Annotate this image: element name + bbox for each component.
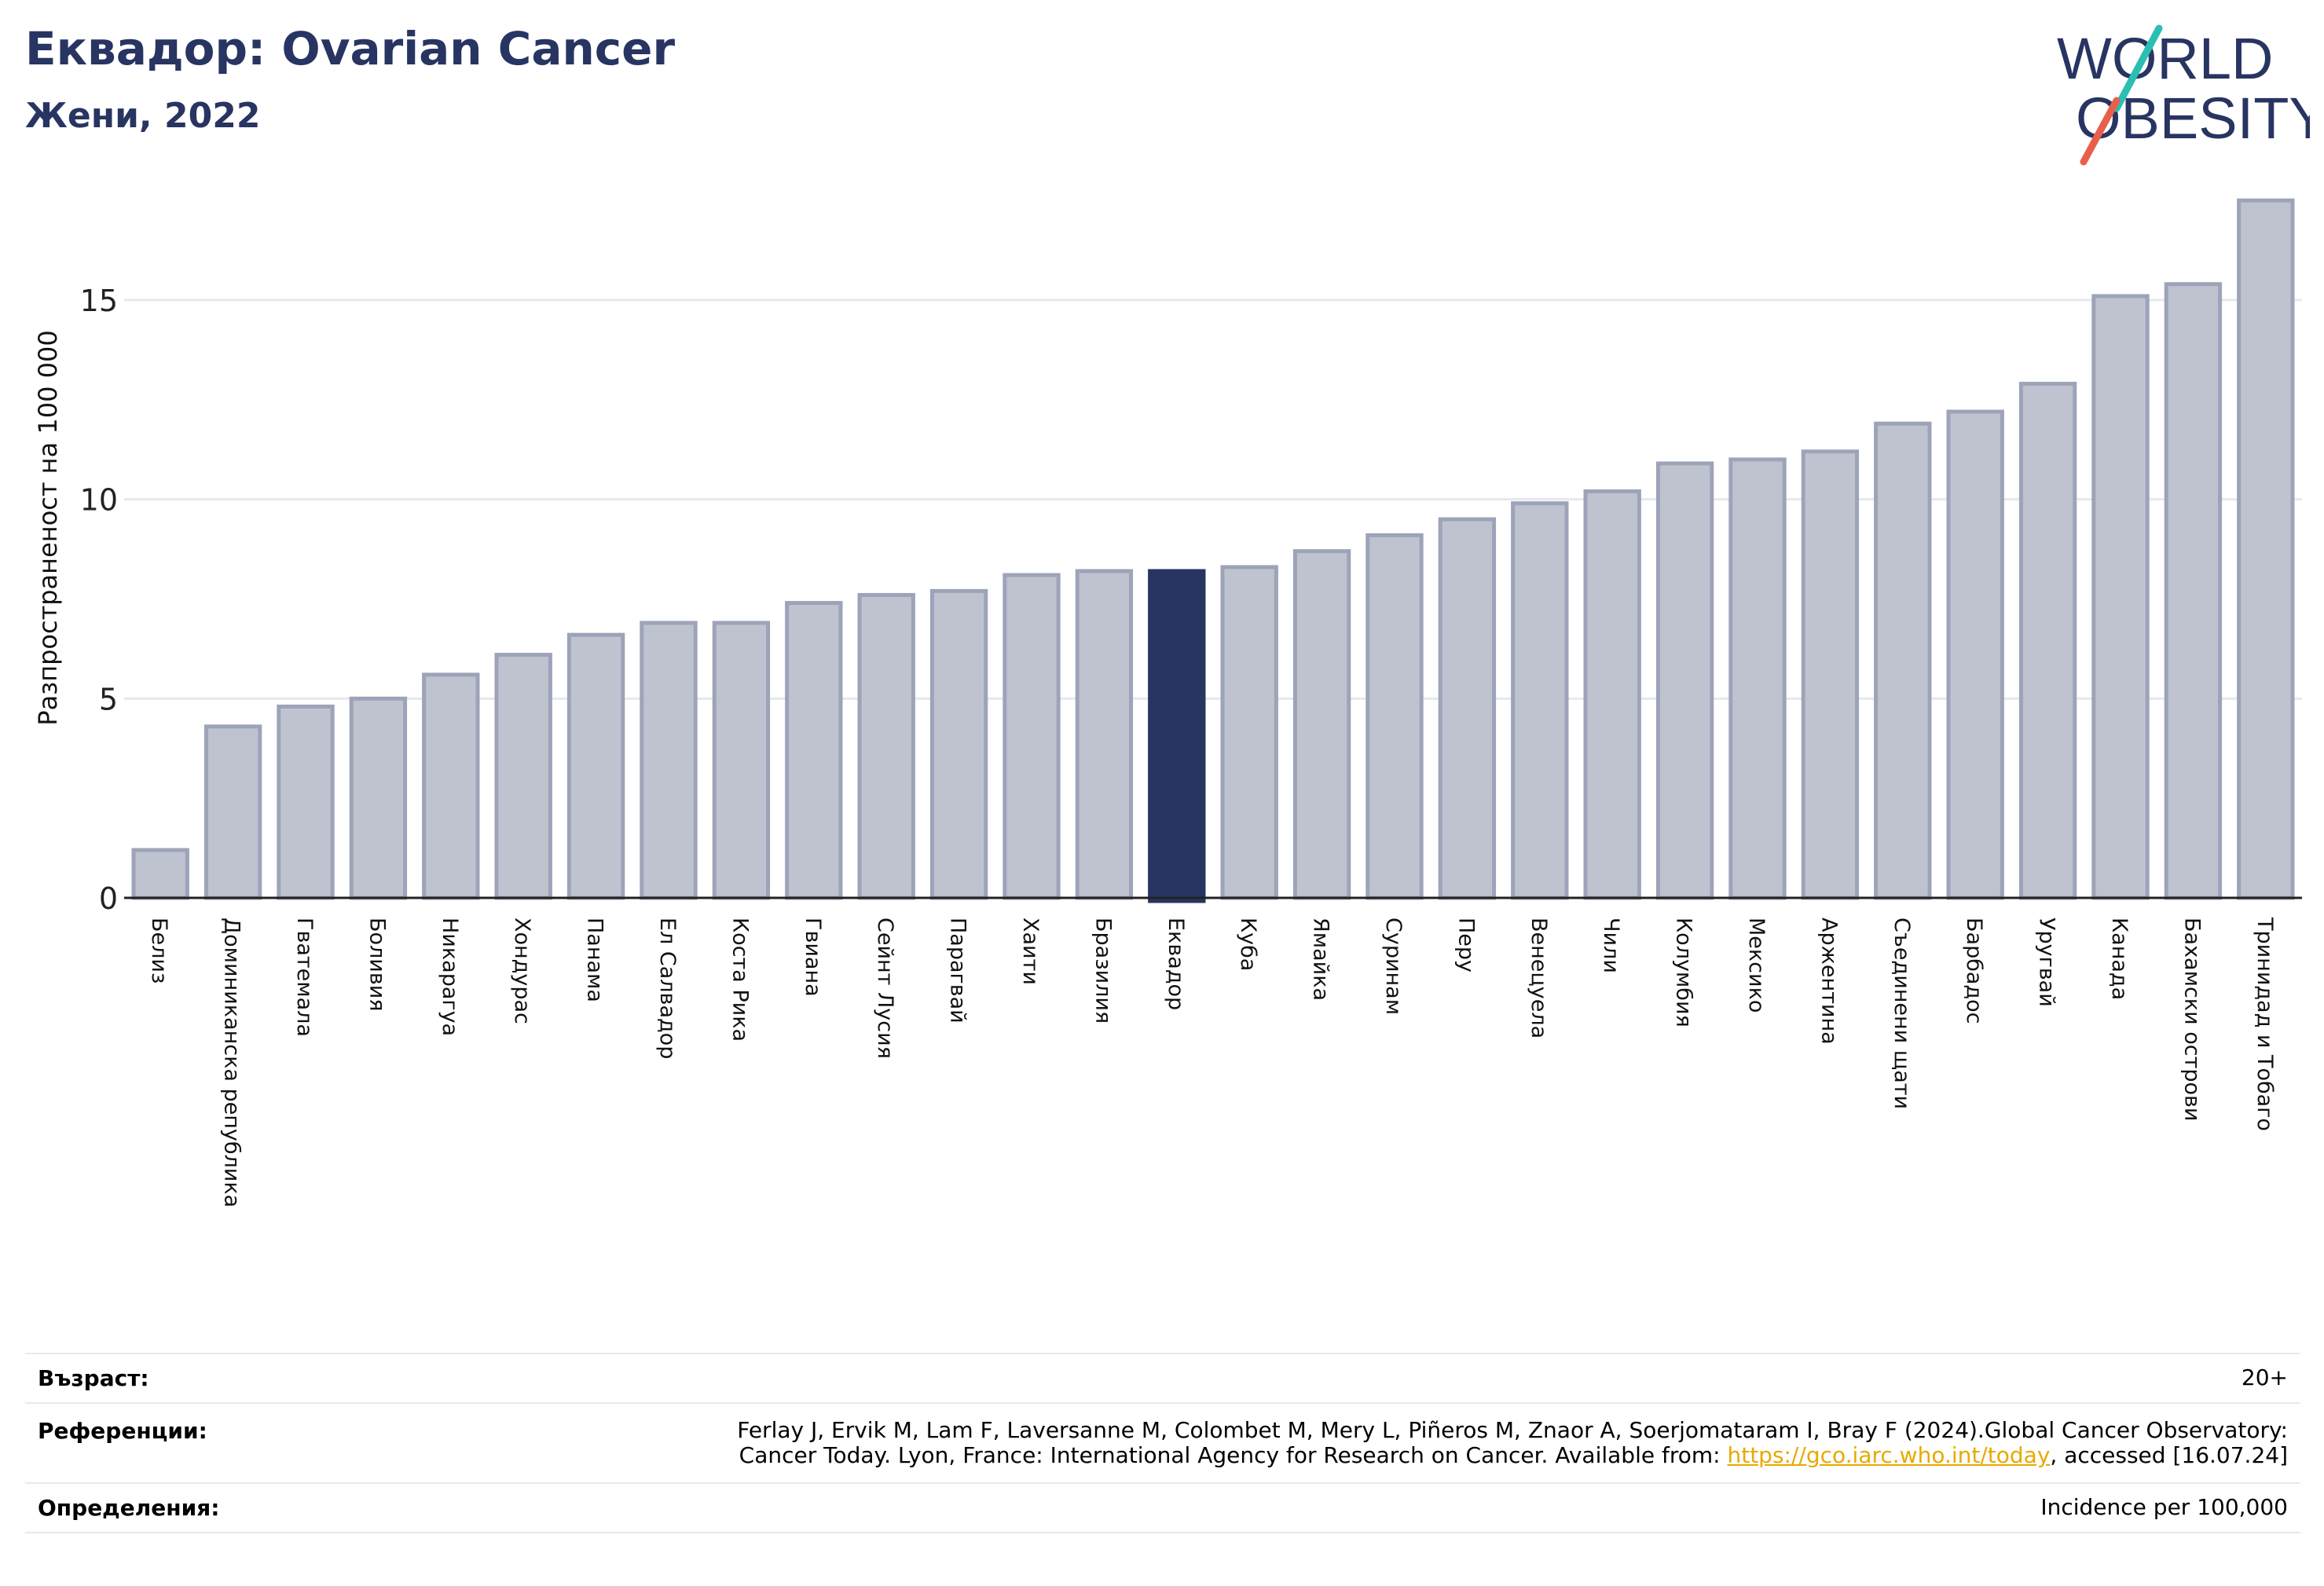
bars xyxy=(131,198,2295,903)
logo-slash-teal xyxy=(2113,24,2163,112)
x-tick-label: Бахамски острови xyxy=(2179,918,2204,1121)
x-tick-label: Гвиана xyxy=(801,918,825,997)
x-tick-label: Сейнт Лусия xyxy=(873,918,897,1059)
x-tick-label: Колумбия xyxy=(1672,918,1696,1027)
x-tick-label: Аржентина xyxy=(1816,918,1841,1045)
definitions-value: Incidence per 100,000 xyxy=(2040,1494,2288,1520)
bar-21 xyxy=(1655,461,1714,900)
footer-row-references: Референции: Ferlay J, Ervik M, Lam F, La… xyxy=(25,1402,2300,1482)
bar-6 xyxy=(566,632,625,900)
y-tick-label: 0 xyxy=(99,881,118,916)
x-tick-label: Съединени щати xyxy=(1890,918,1914,1109)
references-text-3: , accessed [16.07.24] xyxy=(2050,1442,2288,1468)
logo-slash-coral xyxy=(2080,97,2121,166)
x-tick-label: Бразилия xyxy=(1091,918,1115,1024)
bar-27 xyxy=(2091,294,2150,900)
x-tick-label: Канада xyxy=(2107,918,2132,1000)
gridlines xyxy=(124,299,2302,700)
bar-29 xyxy=(2237,198,2295,900)
bar-2 xyxy=(277,704,335,900)
references-text-1: Ferlay J, Ervik M, Lam F, Laversanne M, … xyxy=(737,1417,2288,1443)
bar-20 xyxy=(1583,489,1641,900)
x-tick-label: Хаити xyxy=(1018,918,1043,985)
bar-16 xyxy=(1292,549,1351,900)
age-value: 20+ xyxy=(2241,1364,2288,1390)
bar-23 xyxy=(1801,449,1860,900)
references-text: Ferlay J, Ervik M, Lam F, Laversanne M, … xyxy=(737,1418,2288,1468)
logo-line2: OBESITY xyxy=(2076,86,2310,151)
bar-10 xyxy=(857,592,915,900)
bar-1 xyxy=(203,724,262,900)
x-tick-label: Перу xyxy=(1453,918,1478,972)
x-tick-label: Суринам xyxy=(1381,918,1406,1015)
bar-11 xyxy=(929,588,988,900)
x-tick-label: Хондурас xyxy=(510,918,534,1024)
bar-19 xyxy=(1511,501,1569,900)
x-tick-label: Панама xyxy=(583,918,607,1002)
y-axis-label: Разпространеност на 100 000 xyxy=(33,330,63,725)
x-tick-label: Тринидад и Тобаго xyxy=(2253,917,2277,1131)
page-subtitle: Жени, 2022 xyxy=(25,96,261,136)
bar-24 xyxy=(1874,421,1932,900)
x-tick-label: Куба xyxy=(1236,918,1260,971)
x-tick-label: Еквадор xyxy=(1164,918,1188,1010)
logo-line1: WORLD xyxy=(2057,26,2273,91)
y-tick-label: 5 xyxy=(99,682,118,716)
bar-28 xyxy=(2164,282,2223,900)
bar-7 xyxy=(640,621,698,900)
x-tick-label: Чили xyxy=(1599,918,1623,973)
bar-22 xyxy=(1728,457,1787,900)
x-tick-labels: Белиз Доминиканска република Гватемала Боли… xyxy=(147,917,2277,1207)
bar-13 xyxy=(1075,569,1134,900)
footer-table: Възраст: 20+ Референции: Ferlay J, Ervik… xyxy=(25,1353,2300,1533)
bar-8 xyxy=(712,621,771,900)
references-label: Референции: xyxy=(38,1418,207,1444)
bar-3 xyxy=(349,696,408,900)
definitions-label: Определения: xyxy=(38,1495,220,1521)
bar-18 xyxy=(1438,517,1497,900)
x-tick-label: Гватемала xyxy=(292,918,317,1037)
bar-chart: Разпространеност на 100 000 0 5 10 15 Белиз… xyxy=(33,198,2302,1207)
bar-5 xyxy=(494,653,552,900)
bar-26 xyxy=(2018,382,2077,900)
bar-4 xyxy=(422,672,480,900)
bar-25 xyxy=(1946,409,2004,900)
page-title: Еквадор: Ovarian Cancer xyxy=(25,22,676,75)
bar-0 xyxy=(131,848,189,900)
bar-17 xyxy=(1365,533,1424,900)
x-tick-label: Ямайка xyxy=(1309,918,1333,1001)
world-obesity-logo: WORLD OBESITY xyxy=(2057,24,2310,166)
x-tick-label: Барбадос xyxy=(1962,918,1986,1024)
age-label: Възраст: xyxy=(38,1365,149,1391)
x-tick-label: Никарагуа xyxy=(438,918,462,1036)
x-tick-label: Доминиканска република xyxy=(220,918,244,1207)
x-tick-label: Боливия xyxy=(365,918,389,1012)
x-tick-label: Ел Салвадор xyxy=(655,918,680,1059)
bar-14 xyxy=(1148,569,1206,903)
footer-row-age: Възраст: 20+ xyxy=(25,1353,2300,1402)
y-tick-label: 15 xyxy=(80,284,118,318)
x-tick-label: Уругвай xyxy=(2035,918,2059,1007)
x-tick-label: Мексико xyxy=(1744,918,1769,1013)
references-text-2: Cancer Today. Lyon, France: Internationa… xyxy=(739,1442,1728,1468)
footer-row-definitions: Определения: Incidence per 100,000 xyxy=(25,1482,2300,1533)
x-tick-label: Коста Рика xyxy=(728,918,752,1042)
references-link[interactable]: https://gco.iarc.who.int/today xyxy=(1727,1442,2051,1468)
bar-12 xyxy=(1003,573,1061,900)
bar-15 xyxy=(1220,565,1278,900)
y-tick-labels: 0 5 10 15 xyxy=(80,284,118,916)
bar-9 xyxy=(785,601,843,900)
x-tick-label: Венецуела xyxy=(1527,918,1551,1038)
y-tick-label: 10 xyxy=(80,483,118,518)
x-tick-label: Парагвай xyxy=(946,918,970,1024)
x-tick-label: Белиз xyxy=(147,918,171,983)
